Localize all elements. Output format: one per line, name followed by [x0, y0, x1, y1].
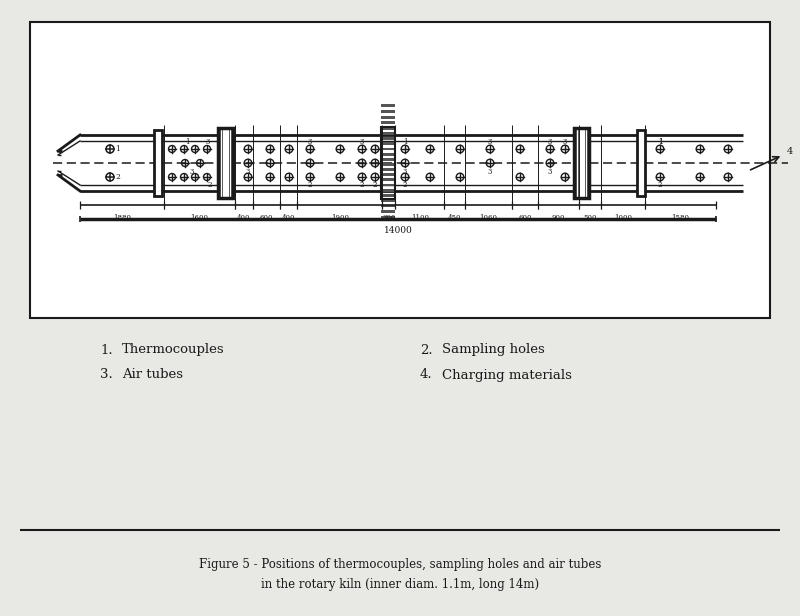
- Text: Thermocouples: Thermocouples: [122, 344, 225, 357]
- Text: 2: 2: [373, 181, 378, 189]
- Bar: [381, 210, 395, 213]
- Bar: [381, 121, 395, 124]
- Text: 3: 3: [548, 168, 552, 176]
- Text: 14000: 14000: [383, 226, 412, 235]
- Bar: [218, 128, 233, 198]
- Text: 300: 300: [382, 214, 395, 222]
- Text: 4.: 4.: [420, 368, 433, 381]
- Bar: [381, 104, 395, 107]
- Text: 500: 500: [583, 214, 597, 222]
- Text: Charging materials: Charging materials: [442, 368, 572, 381]
- Text: 3: 3: [563, 138, 567, 146]
- Text: 2: 2: [360, 181, 364, 189]
- Text: 1: 1: [185, 138, 190, 146]
- Bar: [381, 137, 395, 140]
- Text: 3: 3: [308, 138, 312, 146]
- Bar: [381, 205, 395, 208]
- Bar: [381, 153, 395, 156]
- Bar: [637, 130, 645, 196]
- Bar: [30, 22, 770, 318]
- Text: 400: 400: [282, 214, 295, 222]
- Text: 4: 4: [787, 147, 794, 155]
- Text: Figure 5 - Positions of thermocouples, sampling holes and air tubes: Figure 5 - Positions of thermocouples, s…: [199, 558, 601, 571]
- Text: 1: 1: [658, 138, 662, 146]
- Text: Air tubes: Air tubes: [122, 368, 183, 381]
- Text: 1880: 1880: [113, 214, 131, 222]
- Text: in the rotary kiln (inner diam. 1.1m, long 14m): in the rotary kiln (inner diam. 1.1m, lo…: [261, 578, 539, 591]
- Bar: [381, 163, 395, 166]
- Text: 1580: 1580: [672, 214, 690, 222]
- Bar: [381, 168, 395, 171]
- Text: 2: 2: [115, 173, 120, 181]
- Bar: [381, 116, 395, 118]
- Bar: [154, 130, 162, 196]
- Bar: [381, 216, 395, 219]
- Bar: [381, 110, 395, 113]
- Text: 1900: 1900: [330, 214, 349, 222]
- Bar: [381, 194, 395, 197]
- Bar: [574, 128, 589, 198]
- Text: 3: 3: [246, 168, 250, 176]
- Text: 2: 2: [308, 181, 312, 189]
- Text: 3.: 3.: [100, 368, 113, 381]
- Text: 2.: 2.: [420, 344, 433, 357]
- Text: 3: 3: [190, 168, 194, 176]
- Bar: [381, 158, 395, 161]
- Text: 1: 1: [658, 138, 662, 146]
- Text: 2: 2: [658, 181, 662, 189]
- Text: 900: 900: [552, 214, 566, 222]
- Bar: [381, 199, 395, 202]
- Text: 3: 3: [403, 168, 407, 176]
- Text: 2: 2: [402, 181, 407, 189]
- Text: 1060: 1060: [479, 214, 497, 222]
- Text: Sampling holes: Sampling holes: [442, 344, 545, 357]
- Bar: [381, 188, 395, 192]
- Text: 3: 3: [488, 168, 492, 176]
- Bar: [381, 184, 395, 187]
- Text: 400: 400: [238, 214, 250, 222]
- Bar: [381, 127, 395, 130]
- Text: 2: 2: [208, 181, 213, 189]
- Text: 450: 450: [448, 214, 462, 222]
- Text: 1000: 1000: [614, 214, 632, 222]
- Text: 1.: 1.: [100, 344, 113, 357]
- Text: 3: 3: [488, 138, 492, 146]
- Bar: [381, 127, 395, 199]
- Text: 3: 3: [360, 138, 364, 146]
- Text: 3: 3: [548, 138, 552, 146]
- Text: 1: 1: [402, 138, 407, 146]
- Text: 1100: 1100: [411, 214, 429, 222]
- Text: 600: 600: [518, 214, 532, 222]
- Text: 600: 600: [259, 214, 273, 222]
- Text: 1: 1: [115, 145, 120, 153]
- Bar: [381, 148, 395, 150]
- Text: 3: 3: [205, 138, 210, 146]
- Bar: [381, 179, 395, 181]
- Bar: [381, 132, 395, 135]
- Text: 1600: 1600: [190, 214, 209, 222]
- Bar: [381, 173, 395, 176]
- Bar: [381, 142, 395, 145]
